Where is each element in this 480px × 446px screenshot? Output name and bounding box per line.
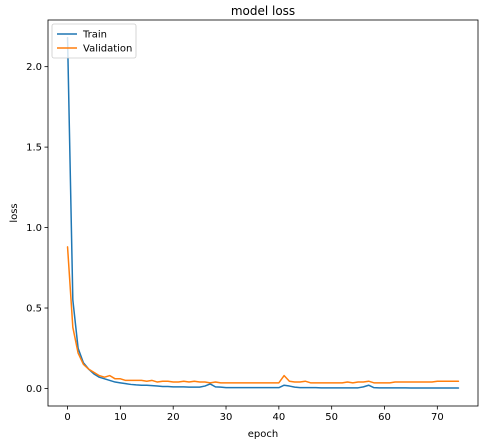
x-tick-label: 10	[114, 412, 127, 423]
y-tick-label: 2.0	[26, 62, 42, 73]
series-layer	[66, 36, 460, 389]
x-tick-label: 70	[431, 412, 444, 423]
series-line-train	[66, 36, 460, 389]
y-axis: 0.0 0.5 1.0 1.5 2.0	[26, 62, 48, 395]
x-tick-label: 0	[64, 412, 70, 423]
x-axis: 0 10 20 30 40 50 60 70	[64, 406, 444, 423]
x-tick-label: 20	[167, 412, 180, 423]
y-tick-label: 1.5	[26, 143, 42, 154]
plot-frame	[47, 19, 479, 407]
x-tick-label: 50	[325, 412, 338, 423]
legend: Train Validation	[51, 23, 137, 59]
y-axis-label: loss	[9, 203, 20, 222]
x-axis-label: epoch	[248, 429, 278, 440]
y-tick-label: 0.0	[26, 384, 42, 395]
series-line-validation	[66, 246, 460, 384]
y-tick-label: 1.0	[26, 223, 42, 234]
x-tick-label: 40	[272, 412, 285, 423]
chart-title: model loss	[231, 4, 295, 18]
legend-label-train: Train	[82, 30, 107, 41]
legend-box	[51, 23, 137, 59]
y-tick-label: 0.5	[26, 304, 42, 315]
legend-label-validation: Validation	[83, 44, 132, 55]
x-tick-label: 30	[220, 412, 233, 423]
x-tick-label: 60	[378, 412, 391, 423]
